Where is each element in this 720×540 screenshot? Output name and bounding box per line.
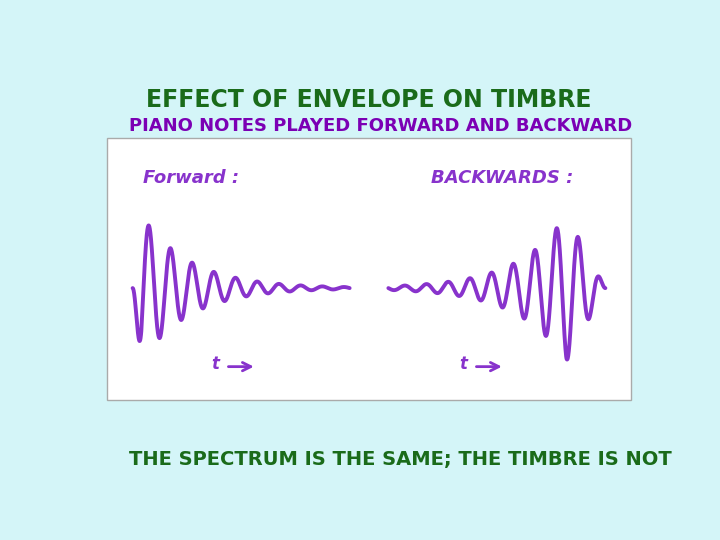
Text: t: t [459,355,467,373]
Text: THE SPECTRUM IS THE SAME; THE TIMBRE IS NOT: THE SPECTRUM IS THE SAME; THE TIMBRE IS … [129,450,672,469]
FancyBboxPatch shape [107,138,631,400]
Text: PIANO NOTES PLAYED FORWARD AND BACKWARD: PIANO NOTES PLAYED FORWARD AND BACKWARD [129,117,632,135]
Text: BACKWARDS :: BACKWARDS : [431,168,573,187]
Text: Forward :: Forward : [143,168,239,187]
Text: t: t [212,355,220,373]
Text: EFFECT OF ENVELOPE ON TIMBRE: EFFECT OF ENVELOPE ON TIMBRE [146,88,592,112]
